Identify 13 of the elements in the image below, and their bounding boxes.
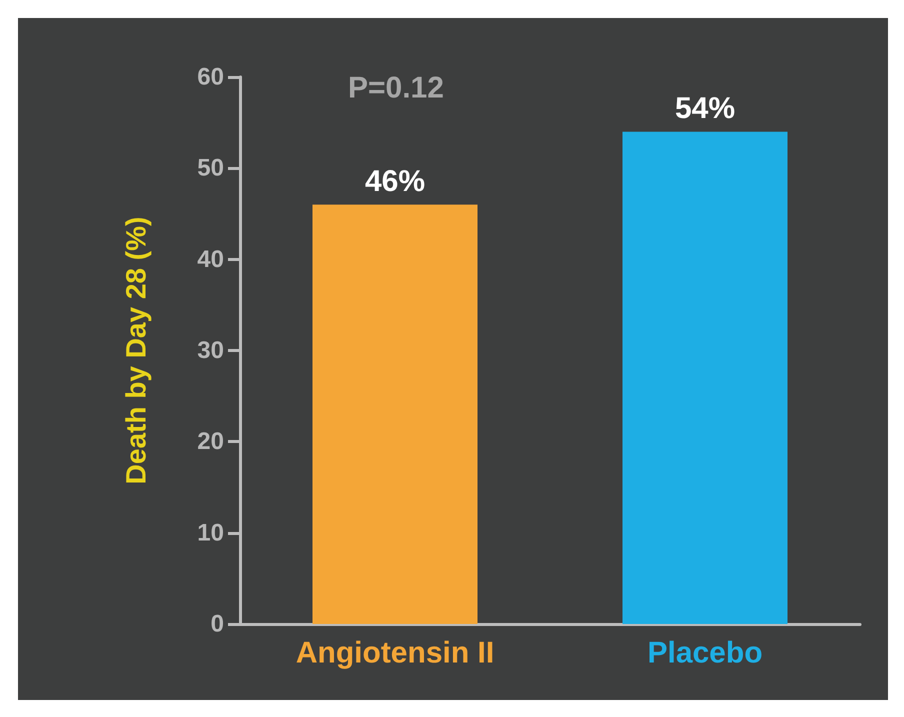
y-tick-label: 20 (197, 428, 224, 456)
annotation: P=0.12 (348, 72, 444, 104)
y-tick-label: 10 (197, 519, 224, 546)
y-tick-label: 40 (197, 246, 224, 273)
data-label: 46% (364, 165, 426, 198)
x-tick-label: Placebo (647, 636, 763, 670)
x-tick-label: Angiotensin II (296, 636, 494, 670)
y-tick-label: 0 (210, 610, 224, 638)
y-tick-label: 30 (197, 337, 224, 364)
y-axis-title: Death by Day 28 (%) (120, 216, 152, 484)
y-tick-label: 60 (197, 64, 224, 90)
data-label: 54% (674, 92, 736, 126)
y-tick-label: 50 (197, 154, 224, 182)
